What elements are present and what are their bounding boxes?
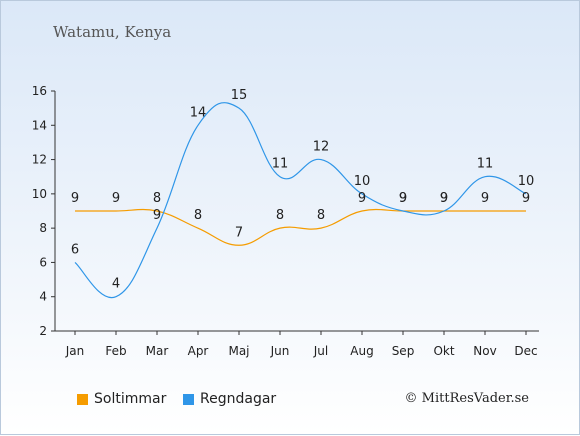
data-label-soltimmar: 9 — [440, 191, 448, 206]
data-label-soltimmar: 9 — [522, 191, 530, 206]
data-label-soltimmar: 8 — [153, 191, 161, 206]
data-label-soltimmar: 8 — [276, 208, 284, 223]
data-label-regndagar: 11 — [272, 157, 289, 172]
data-label-soltimmar: 9 — [112, 191, 120, 206]
x-tick-label: Jan — [65, 344, 85, 358]
chart-title: Watamu, Kenya — [53, 23, 172, 41]
copyright: © MittResVader.se — [404, 391, 529, 406]
x-tick-label: Maj — [228, 344, 249, 358]
y-tick-label: 8 — [39, 221, 47, 235]
data-label-soltimmar: 9 — [71, 191, 79, 206]
data-label-soltimmar: 9 — [481, 191, 489, 206]
data-label-regndagar: 10 — [518, 174, 535, 189]
y-tick-label: 12 — [32, 153, 47, 167]
data-label-regndagar: 4 — [112, 277, 120, 292]
data-label-soltimmar: 8 — [194, 208, 202, 223]
data-label-regndagar: 10 — [354, 174, 371, 189]
legend-swatch-regndagar — [183, 393, 194, 405]
legend-item-soltimmar: Soltimmar — [77, 391, 166, 407]
data-label-regndagar: 15 — [231, 88, 248, 103]
data-label-regndagar: 9 — [153, 208, 161, 223]
x-tick-label: Nov — [473, 344, 496, 358]
y-tick-label: 4 — [39, 290, 47, 304]
data-label-soltimmar: 9 — [358, 191, 366, 206]
legend-label-soltimmar: Soltimmar — [94, 391, 167, 407]
data-label-soltimmar: 7 — [235, 225, 243, 240]
x-tick-label: Sep — [392, 344, 415, 358]
x-tick-label: Feb — [105, 344, 126, 358]
axes: 2 4 6 8 10 12 14 16 Jan Feb Mar Apr Maj Jun Jul Aug Sep O… — [32, 84, 539, 358]
x-tick-label: Okt — [433, 344, 454, 358]
data-label-regndagar: 9 — [399, 191, 407, 206]
y-tick-label: 14 — [32, 118, 47, 132]
series-line-soltimmar — [74, 208, 526, 246]
data-label-regndagar: 6 — [71, 242, 79, 257]
legend-swatch-soltimmar — [77, 393, 88, 405]
x-tick-label: Apr — [188, 344, 209, 358]
data-label-regndagar: 14 — [190, 105, 207, 120]
x-tick-label: Jul — [313, 344, 328, 358]
data-label-soltimmar: 8 — [317, 208, 325, 223]
series-line-regndagar — [74, 102, 527, 299]
y-tick-label: 2 — [39, 324, 47, 338]
x-tick-label: Dec — [514, 344, 537, 358]
data-label-regndagar: 11 — [477, 157, 494, 172]
data-label-regndagar: 12 — [313, 140, 330, 155]
x-tick-label: Mar — [146, 344, 169, 358]
legend-label-regndagar: Regndagar — [200, 391, 277, 407]
x-tick-label: Jun — [270, 344, 290, 358]
legend-item-regndagar: Regndagar — [183, 391, 276, 407]
data-label-regndagar: 9 — [440, 191, 448, 206]
y-tick-label: 16 — [32, 84, 47, 98]
y-tick-label: 6 — [39, 255, 47, 269]
y-tick-label: 10 — [32, 187, 47, 201]
x-tick-label: Aug — [350, 344, 373, 358]
series-lines — [74, 102, 527, 299]
data-label-soltimmar: 9 — [399, 191, 407, 206]
